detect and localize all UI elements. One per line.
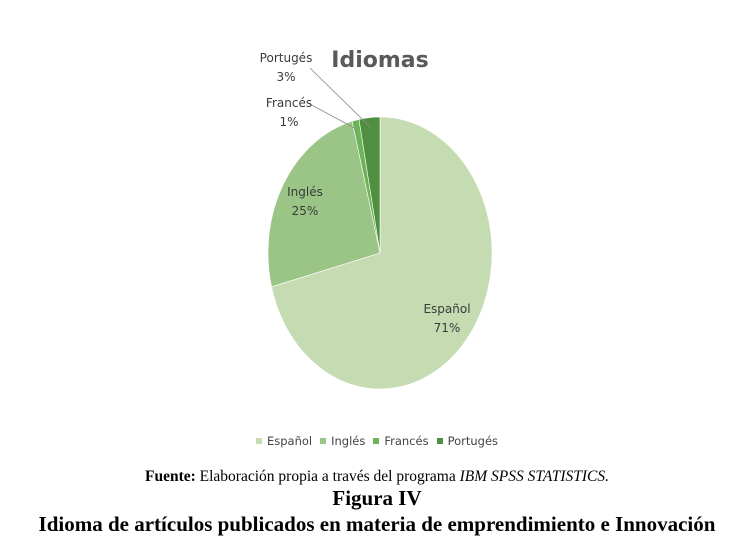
pie-slice-ingles	[267, 120, 381, 288]
legend-item-espanol: Español	[255, 434, 313, 448]
source-program: IBM SPSS STATISTICS.	[459, 468, 610, 485]
slice-label-espanol: Español	[423, 302, 470, 316]
legend-swatch-frances	[373, 437, 380, 444]
legend-swatch-ingles	[320, 437, 327, 444]
slice-percent-ingles: 25%	[292, 204, 319, 218]
chart-legend: Español Inglés Francés Portugés	[0, 434, 754, 448]
source-caption: Fuente: Elaboración propia a través del …	[0, 468, 754, 486]
figure-label: Figura IV	[332, 486, 422, 510]
source-label: Fuente:	[144, 468, 196, 485]
legend-item-frances: Francés	[373, 434, 429, 448]
slice-percent-frances: 1%	[279, 115, 298, 129]
legend-label-ingles: Inglés	[331, 434, 366, 448]
source-text: Elaboración propia a través del programa	[195, 468, 460, 485]
slice-percent-espanol: 71%	[434, 321, 461, 335]
slice-percent-portuges: 3%	[276, 70, 295, 84]
chart-title: Idiomas	[331, 48, 428, 73]
figure-title: Idioma de artículos publicados en materi…	[38, 512, 716, 536]
legend-item-portuges: Portugés	[436, 434, 499, 448]
slice-label-ingles: Inglés	[287, 185, 323, 199]
slice-label-portuges: Portugés	[260, 51, 313, 65]
legend-label-frances: Francés	[384, 434, 429, 448]
pie-chart-canvas: Idiomas Español 71% Inglés 25% Francés 1% Port…	[260, 48, 493, 390]
legend-swatch-espanol	[255, 437, 262, 444]
legend-label-portuges: Portugés	[447, 434, 499, 448]
pie-slice-portuges	[358, 116, 381, 254]
pie-chart: Idiomas Español 71% Inglés 25% Francés 1% Port…	[0, 48, 754, 448]
slice-label-frances: Francés	[266, 96, 312, 110]
leader-line-portuges	[309, 67, 371, 128]
legend-label-espanol: Español	[266, 434, 313, 448]
legend-item-ingles: Inglés	[320, 434, 365, 448]
leader-line-frances	[307, 102, 358, 130]
legend-swatch-portuges	[436, 437, 443, 444]
pie-slice-espanol	[271, 116, 493, 390]
